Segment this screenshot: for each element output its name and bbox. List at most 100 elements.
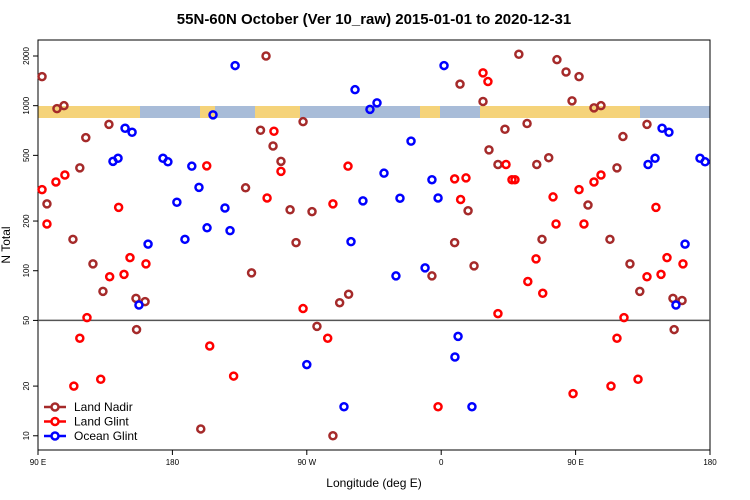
point <box>433 401 443 412</box>
y-tick-label: 2000 <box>22 47 31 65</box>
point <box>68 234 78 245</box>
point <box>612 163 622 173</box>
point <box>680 239 690 249</box>
point <box>455 79 465 89</box>
point <box>291 237 301 248</box>
point <box>81 132 91 143</box>
ocean-patch <box>140 106 200 118</box>
point <box>269 126 279 136</box>
x-tick-label: 0 <box>439 458 444 467</box>
point <box>37 71 47 82</box>
point <box>643 159 653 170</box>
point <box>60 170 70 180</box>
point <box>285 205 295 215</box>
y-tick-label: 10 <box>22 431 31 440</box>
point <box>37 184 47 195</box>
point <box>449 174 460 184</box>
point <box>163 157 173 167</box>
plot-frame <box>37 39 711 451</box>
point <box>484 145 494 155</box>
point <box>262 193 272 203</box>
point <box>671 300 681 310</box>
point <box>322 333 333 343</box>
point <box>406 136 416 146</box>
point <box>537 234 547 245</box>
point <box>551 219 561 229</box>
point <box>532 159 542 170</box>
point <box>467 401 477 412</box>
point <box>561 67 571 77</box>
point <box>427 271 437 281</box>
point <box>307 206 317 217</box>
y-tick-label: 500 <box>22 148 31 162</box>
point <box>596 100 606 111</box>
point <box>469 261 479 271</box>
point <box>574 184 584 195</box>
point <box>657 123 667 133</box>
point <box>172 197 182 207</box>
point <box>328 199 338 209</box>
point <box>59 100 69 111</box>
ocean-patch <box>300 106 420 118</box>
point <box>75 163 85 173</box>
point <box>461 173 471 183</box>
point <box>372 98 382 108</box>
point <box>42 219 52 229</box>
point <box>343 161 353 171</box>
point <box>619 312 629 323</box>
legend-marker <box>50 416 60 427</box>
x-tick-label: 180 <box>703 458 717 467</box>
point <box>605 234 615 245</box>
point <box>196 424 206 434</box>
point <box>579 219 589 229</box>
point <box>677 295 687 306</box>
point <box>433 193 443 203</box>
point <box>104 119 114 130</box>
point <box>449 237 460 248</box>
point <box>450 352 460 362</box>
point <box>343 289 354 300</box>
point <box>187 161 197 171</box>
point <box>493 159 503 170</box>
point <box>119 269 129 280</box>
point <box>204 341 215 351</box>
point <box>510 174 520 185</box>
y-tick-label: 200 <box>22 214 31 228</box>
point <box>635 286 645 297</box>
point <box>642 119 652 130</box>
x-tick-label: 90 E <box>30 458 46 467</box>
point <box>141 259 151 269</box>
point <box>548 192 558 202</box>
point <box>522 118 532 129</box>
point <box>240 183 251 193</box>
point <box>583 200 593 210</box>
point <box>606 381 616 391</box>
point <box>228 371 239 381</box>
point <box>255 125 266 135</box>
point <box>201 161 212 171</box>
point <box>339 401 349 412</box>
y-tick-label: 20 <box>22 381 31 390</box>
point <box>656 269 666 280</box>
ocean-patch <box>440 106 480 118</box>
point <box>180 234 190 245</box>
point <box>298 303 308 314</box>
point <box>568 388 578 399</box>
point <box>463 205 473 216</box>
point <box>120 123 130 133</box>
point <box>391 271 401 281</box>
point <box>328 431 338 441</box>
point <box>478 96 488 107</box>
legend-label: Land Nadir <box>74 400 133 414</box>
point <box>478 68 488 78</box>
point <box>500 124 510 134</box>
point <box>537 288 548 299</box>
legend-label: Ocean Glint <box>74 429 138 443</box>
point <box>365 104 375 115</box>
point <box>69 381 79 391</box>
point <box>350 84 360 95</box>
point <box>625 259 635 269</box>
point <box>439 60 449 71</box>
point <box>662 252 672 263</box>
point <box>453 331 463 342</box>
